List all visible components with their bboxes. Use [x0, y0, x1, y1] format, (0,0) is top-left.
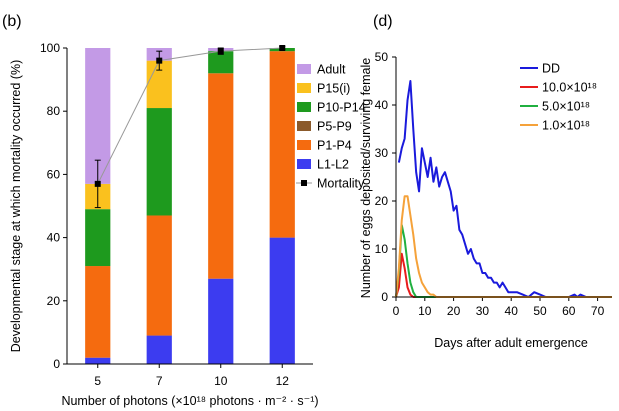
y-tick-label: 10 [375, 242, 389, 256]
mortality-line-path [97, 47, 283, 185]
x-tick-label: 5 [94, 374, 101, 388]
x-tick-label: 20 [447, 304, 461, 318]
y-tick-label: 40 [47, 231, 61, 245]
y-tick-label: 0 [53, 357, 60, 371]
legend-swatch-l1-l2 [297, 159, 311, 169]
legend-swatch-p10-p14 [297, 102, 311, 112]
legend-swatch-p1-p4 [297, 140, 311, 150]
y-tick-label: 60 [47, 167, 61, 181]
series-line-3 [395, 195, 612, 298]
x-tick-label: 10 [418, 304, 432, 318]
x-tick-label: 7 [156, 374, 163, 388]
panel-b-label: (b) [2, 13, 22, 30]
bar-segment-p1-p4 [269, 51, 295, 238]
x-tick-label: 40 [505, 304, 519, 318]
panel-d-label: (d) [373, 13, 393, 30]
panel-d-y-axis-title: Number of eggs deposited/surviving femal… [359, 58, 373, 298]
panel-d-x-axis-title: Days after adult emergence [434, 336, 588, 350]
y-tick-label: 50 [375, 50, 389, 64]
x-tick-label: 70 [591, 304, 605, 318]
y-tick-label: 100 [40, 41, 60, 55]
y-tick-label: 20 [47, 294, 61, 308]
panel-b-bars: 5 7 10 12 [85, 48, 295, 388]
x-tick-label: 50 [533, 304, 547, 318]
x-tick-label: 0 [393, 304, 400, 318]
mortality-point [217, 48, 224, 55]
legend-label: Mortality [317, 177, 365, 191]
bar-segment-p10-p14 [85, 209, 111, 267]
bar-segment-l1-l2 [85, 357, 111, 364]
bar-segment-l1-l2 [146, 335, 172, 364]
legend-label: P15(i) [317, 82, 350, 96]
legend-label: 10.0×10¹⁸ [542, 81, 597, 95]
y-tick-label: 30 [375, 146, 389, 160]
bar-segment-p1-p4 [208, 73, 234, 279]
x-tick-label: 30 [476, 304, 490, 318]
x-tick-label: 10 [214, 374, 228, 388]
bar-segment-p10-p14 [208, 51, 234, 74]
panel-d-axis-ticks: 0 10 20 30 40 50 0 10 20 30 40 50 60 70 [375, 50, 605, 318]
bar-segment-p1-p4 [146, 215, 172, 336]
legend-marker-mortality [301, 180, 307, 186]
x-tick-label: 12 [276, 374, 290, 388]
mortality-point [279, 45, 286, 51]
legend-label: P5-P9 [317, 120, 352, 134]
panel-b-mortality-line [94, 45, 286, 209]
legend-label: 5.0×10¹⁸ [542, 100, 590, 114]
legend-label: DD [542, 62, 560, 76]
series-line-1 [395, 252, 612, 298]
mortality-point [94, 180, 101, 187]
panel-b-y-axis-title: Developmental stage at which mortality o… [9, 60, 23, 352]
legend-label: Adult [317, 63, 346, 77]
bar-segment-p1-p4 [85, 266, 111, 358]
legend-label: P10-P14 [317, 101, 366, 115]
panel-d-legend: DD 10.0×10¹⁸ 5.0×10¹⁸ 1.0×10¹⁸ [520, 62, 597, 133]
panel-d-line-chart: (d) 0 10 20 30 40 50 0 10 20 30 40 50 60 70 Days afte… [359, 13, 612, 350]
legend-label: P1-P4 [317, 139, 352, 153]
bar-segment-l1-l2 [269, 237, 295, 364]
bar-segment-p10-p14 [146, 108, 172, 216]
legend-swatch-p5-p9 [297, 121, 311, 131]
legend-label: L1-L2 [317, 158, 349, 172]
y-tick-label: 0 [381, 290, 388, 304]
legend-label: 1.0×10¹⁸ [542, 119, 590, 133]
panel-b-x-axis-title: Number of photons (×10¹⁸ photons · m⁻² ·… [61, 394, 318, 408]
panel-b-stacked-bar-chart: (b) 0 20 40 60 80 100 5 7 10 12 Number of photon… [2, 13, 366, 408]
x-tick-label: 60 [562, 304, 576, 318]
y-tick-label: 80 [47, 104, 61, 118]
legend-swatch-p15-i- [297, 83, 311, 93]
panel-b-y-axis-ticks: 0 20 40 60 80 100 [40, 41, 67, 371]
legend-swatch-adult [297, 64, 311, 74]
panel-b-legend: Adult P15(i) P10-P14 P5-P9 P1-P4 L1-L2 Mortali… [296, 63, 366, 191]
y-tick-label: 20 [375, 194, 389, 208]
mortality-point [156, 57, 163, 64]
y-tick-label: 40 [375, 98, 389, 112]
bar-segment-l1-l2 [208, 278, 234, 364]
